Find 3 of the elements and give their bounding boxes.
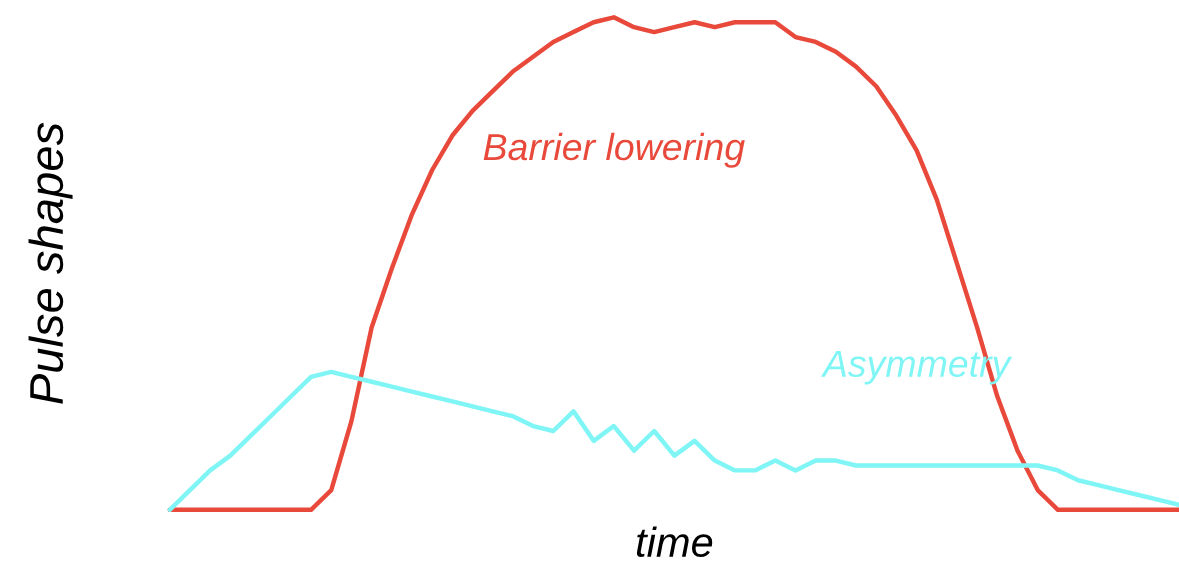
series-label: Barrier lowering: [483, 132, 745, 168]
y-axis-title: Pulse shapes: [28, 122, 73, 404]
x-axis-title: time: [636, 526, 713, 558]
